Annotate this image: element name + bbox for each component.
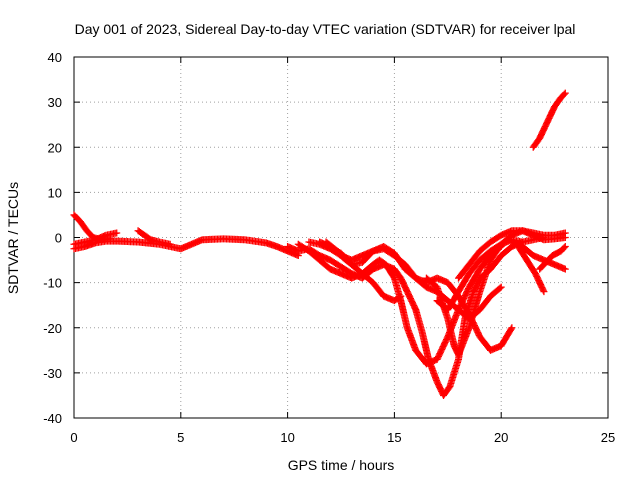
x-tick-label: 15: [387, 430, 401, 445]
y-tick-label: 0: [55, 231, 62, 246]
data-point: [560, 244, 568, 252]
data-point: [508, 324, 516, 332]
y-tick-label: -20: [43, 321, 62, 336]
y-tick-label: 40: [48, 50, 62, 65]
series-sat-i: [322, 238, 516, 354]
x-tick-label: 0: [70, 430, 77, 445]
series-sat-n: [514, 243, 548, 296]
data-point: [561, 265, 569, 273]
data-point: [560, 90, 568, 98]
series-sat-l: [454, 227, 569, 282]
data-point: [540, 288, 548, 296]
x-tick-label: 20: [494, 430, 508, 445]
series-sat-d: [134, 227, 174, 248]
series-sat-c: [70, 229, 121, 248]
data-point: [561, 89, 569, 97]
data-point: [497, 283, 505, 291]
x-tick-label: 25: [601, 430, 615, 445]
data-point: [539, 286, 547, 294]
y-tick-label: 30: [48, 95, 62, 110]
y-tick-label: -30: [43, 366, 62, 381]
data-point: [561, 243, 569, 251]
series-sat-o: [536, 243, 569, 273]
data-points: [70, 89, 569, 399]
series-sat-e: [284, 234, 548, 399]
y-tick-label: 10: [48, 185, 62, 200]
chart-title: Day 001 of 2023, Sidereal Day-to-day VTE…: [75, 21, 576, 37]
data-point: [507, 325, 515, 333]
y-tick-label: -10: [43, 276, 62, 291]
axis-ticks: 0 5 10 15 20 25 -40 -30 -20 -10 0 10 20 30 40: [43, 50, 615, 445]
y-tick-label: 20: [48, 140, 62, 155]
data-point: [113, 229, 121, 237]
data-point: [496, 284, 504, 292]
data-point: [166, 240, 174, 248]
data-point: [397, 292, 405, 300]
y-axis-label: SDTVAR / TECUs: [5, 182, 21, 294]
data-point: [396, 293, 404, 301]
series-sat-p: [529, 89, 569, 151]
data-point: [561, 234, 569, 241]
y-tick-label: -40: [43, 411, 62, 426]
grid-lines: [74, 57, 608, 418]
x-tick-label: 10: [280, 430, 294, 445]
x-tick-label: 5: [177, 430, 184, 445]
x-axis-label: GPS time / hours: [288, 457, 395, 473]
